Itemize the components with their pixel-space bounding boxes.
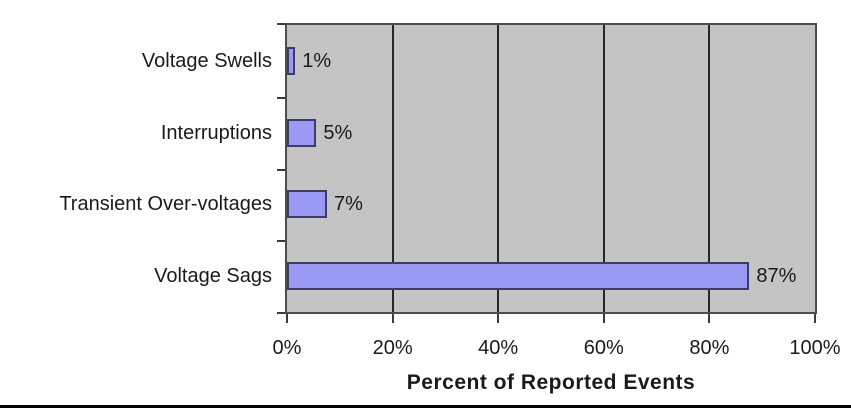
y-axis-tick (277, 168, 285, 171)
y-axis-tick (277, 96, 285, 99)
x-tick-label-100: 100% (789, 337, 841, 359)
x-axis-tick-80 (708, 314, 711, 323)
x-axis-tick-0 (286, 314, 288, 323)
y-axis-tick (277, 312, 285, 314)
bar-transient-over-voltages (287, 190, 327, 219)
gridline-20 (391, 25, 394, 312)
value-label-voltage-swells: 1% (302, 49, 332, 72)
x-tick-label-0: 0% (272, 337, 302, 359)
x-axis-title: Percent of Reported Events (406, 371, 696, 394)
x-tick-label-60: 60% (583, 337, 624, 359)
value-label-transient-over-voltages: 7% (333, 193, 363, 216)
y-axis-tick (277, 23, 285, 25)
gridline-60 (602, 25, 605, 312)
bar-voltage-swells (287, 46, 296, 75)
x-axis-tick-40 (497, 314, 500, 323)
value-label-interruptions: 5% (323, 121, 353, 144)
bar-interruptions (287, 118, 317, 147)
bar-voltage-sags (287, 262, 750, 291)
x-axis-tick-60 (602, 314, 605, 323)
category-label-voltage-swells: Voltage Swells (141, 49, 272, 72)
value-label-voltage-sags: 87% (756, 265, 797, 288)
plot-area (285, 23, 817, 314)
x-tick-label-20: 20% (372, 337, 413, 359)
gridline-40 (497, 25, 500, 312)
category-label-voltage-sags: Voltage Sags (154, 265, 272, 288)
page-rule (0, 405, 851, 408)
x-tick-label-40: 40% (478, 337, 519, 359)
category-label-interruptions: Interruptions (160, 121, 272, 144)
x-tick-label-80: 80% (689, 337, 730, 359)
category-label-transient-over-voltages: Transient Over-voltages (59, 193, 272, 216)
y-axis-tick (277, 240, 285, 243)
x-axis-tick-20 (391, 314, 394, 323)
gridline-80 (708, 25, 711, 312)
x-axis-tick-100 (814, 314, 816, 323)
